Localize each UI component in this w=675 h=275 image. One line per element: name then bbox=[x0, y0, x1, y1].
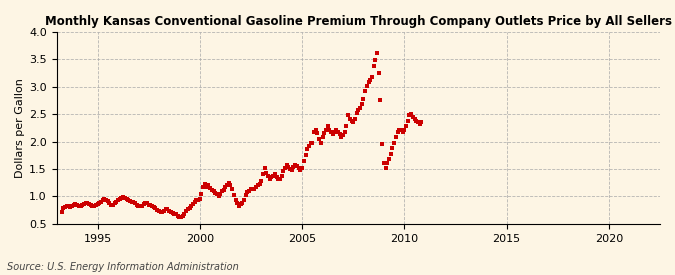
Text: Source: U.S. Energy Information Administration: Source: U.S. Energy Information Administ… bbox=[7, 262, 238, 272]
Y-axis label: Dollars per Gallon: Dollars per Gallon bbox=[15, 78, 25, 178]
Title: Monthly Kansas Conventional Gasoline Premium Through Company Outlets Price by Al: Monthly Kansas Conventional Gasoline Pre… bbox=[45, 15, 672, 28]
